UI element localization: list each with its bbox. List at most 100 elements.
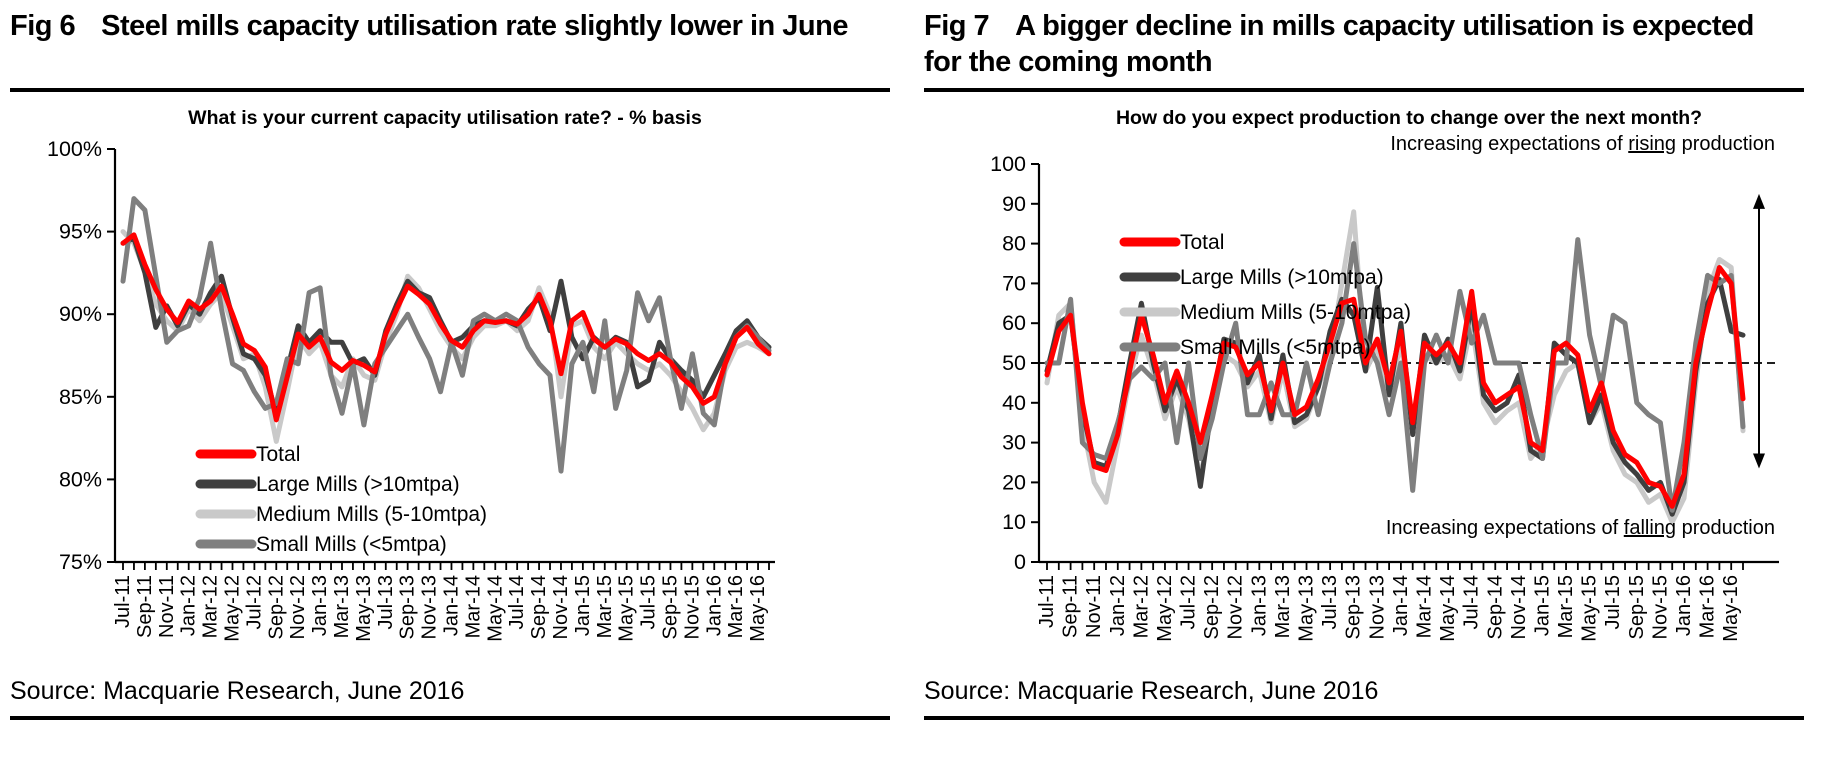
series-lines (1044, 209, 1746, 525)
svg-text:Nov-15: Nov-15 (1649, 575, 1671, 639)
svg-text:Sep-13: Sep-13 (1343, 575, 1365, 640)
svg-text:80%: 80% (59, 467, 102, 491)
figure-6-title-text: Steel mills capacity utilisation rate sl… (101, 10, 848, 42)
svg-text:Jan-16: Jan-16 (1673, 575, 1695, 636)
capacity-utilisation-line-chart: What is your current capacity utilisatio… (47, 107, 775, 642)
svg-text:90%: 90% (59, 302, 102, 326)
svg-text:100: 100 (990, 152, 1026, 176)
svg-text:60: 60 (1002, 311, 1026, 335)
svg-text:Jul-13: Jul-13 (375, 575, 397, 629)
figure-6-panel: Fig 6 Steel mills capacity utilisation ra… (10, 8, 890, 720)
chart-title: What is your current capacity utilisatio… (188, 107, 702, 129)
annotation-falling: Increasing expectations of falling produ… (1386, 517, 1775, 539)
legend-label: Small Mills (<5mtpa) (1180, 336, 1371, 359)
svg-text:Sep-15: Sep-15 (1626, 575, 1648, 640)
series-small-mills-5mtpa (1044, 237, 1746, 513)
svg-text:75%: 75% (59, 550, 102, 574)
figure-6-source-note: Source: Macquarie Research, June 2016 (10, 677, 465, 705)
svg-text:50: 50 (1002, 351, 1026, 375)
svg-text:Sep-12: Sep-12 (265, 575, 287, 640)
series-total (1044, 265, 1746, 509)
svg-text:Nov-15: Nov-15 (681, 575, 703, 639)
svg-text:Jan-12: Jan-12 (178, 575, 200, 636)
chart-title: How do you expect production to change o… (1116, 107, 1702, 129)
legend-label: Total (1180, 231, 1224, 254)
svg-text:Mar-16: Mar-16 (1697, 575, 1719, 638)
figure-6-heading-divider (10, 88, 890, 92)
svg-text:Jan-12: Jan-12 (1107, 575, 1129, 636)
axes (113, 149, 775, 564)
legend-label: Large Mills (>10mtpa) (256, 473, 460, 496)
svg-text:May-14: May-14 (1437, 575, 1459, 642)
report-page: Fig 6 Steel mills capacity utilisation ra… (10, 8, 1804, 720)
svg-text:Nov-13: Nov-13 (1366, 575, 1388, 639)
svg-text:70: 70 (1002, 271, 1026, 295)
svg-text:May-12: May-12 (221, 575, 243, 642)
figure-6-bottom-divider (10, 716, 890, 720)
svg-text:Jan-14: Jan-14 (440, 575, 462, 636)
svg-text:May-12: May-12 (1154, 575, 1176, 642)
svg-text:Nov-11: Nov-11 (156, 575, 178, 638)
svg-text:Jan-15: Jan-15 (572, 575, 594, 636)
series-total (120, 232, 772, 423)
series-medium-mills-5-10mtpa (120, 229, 772, 444)
svg-text:Sep-14: Sep-14 (528, 575, 550, 640)
figure-7-heading-divider (924, 88, 1804, 92)
double-arrow (1753, 193, 1765, 469)
x-axis: Jul-11 Sep-11 Nov-11 Jan-12 Mar-12 May-12 Jul-… (112, 562, 770, 642)
x-axis: Jul-11 Sep-11 Nov-11 Jan-12 Mar-12 May-12 Jul-… (1036, 562, 1744, 642)
svg-text:Mar-16: Mar-16 (725, 575, 747, 638)
svg-text:May-15: May-15 (1579, 575, 1601, 642)
legend-label: Medium Mills (5-10mtpa) (256, 503, 487, 526)
svg-text:Mar-12: Mar-12 (1130, 575, 1152, 638)
svg-text:Jan-14: Jan-14 (1390, 575, 1412, 636)
legend-label: Large Mills (>10mtpa) (1180, 266, 1384, 289)
svg-text:Jan-15: Jan-15 (1531, 575, 1553, 636)
svg-text:Jul-11: Jul-11 (1036, 575, 1058, 628)
svg-text:May-13: May-13 (1296, 575, 1318, 642)
svg-text:Jul-12: Jul-12 (1178, 575, 1200, 629)
figure-7-bottom-divider (924, 716, 1804, 720)
svg-text:Nov-11: Nov-11 (1083, 575, 1105, 638)
y-axis: 0 10 20 30 40 50 60 70 80 90 100 (990, 152, 1039, 574)
svg-text:Sep-15: Sep-15 (659, 575, 681, 640)
legend-label: Small Mills (<5mtpa) (256, 533, 447, 556)
series-small-mills-5mtpa (120, 196, 772, 474)
svg-text:95%: 95% (59, 220, 102, 244)
svg-text:May-13: May-13 (353, 575, 375, 642)
svg-text:85%: 85% (59, 385, 102, 409)
svg-text:Jul-12: Jul-12 (243, 575, 265, 629)
svg-text:Nov-14: Nov-14 (1508, 575, 1530, 639)
svg-text:Nov-14: Nov-14 (550, 575, 572, 639)
svg-text:40: 40 (1002, 391, 1026, 415)
production-expectation-line-chart: How do you expect production to change o… (990, 107, 1779, 642)
series-lines (120, 196, 772, 474)
svg-text:80: 80 (1002, 232, 1026, 256)
svg-text:0: 0 (1014, 550, 1026, 574)
annotation-rising: Increasing expectations of rising produc… (1390, 133, 1775, 155)
svg-text:Nov-13: Nov-13 (419, 575, 441, 639)
svg-text:Jul-11: Jul-11 (112, 575, 134, 628)
svg-text:Jan-13: Jan-13 (1248, 575, 1270, 636)
svg-text:Mar-14: Mar-14 (1413, 575, 1435, 638)
svg-text:Jul-15: Jul-15 (638, 575, 660, 629)
series-large-mills-10mtpa (120, 235, 772, 416)
svg-text:Jul-13: Jul-13 (1319, 575, 1341, 629)
svg-text:Sep-12: Sep-12 (1201, 575, 1223, 640)
svg-text:Mar-15: Mar-15 (594, 575, 616, 638)
svg-text:Sep-11: Sep-11 (134, 575, 156, 638)
figure-6-heading: Fig 6 Steel mills capacity utilisation ra… (10, 8, 855, 82)
figure-6-label: Fig 6 (10, 10, 76, 42)
legend: Total Large Mills (>10mtpa) Medium Mills (… (1119, 231, 1411, 359)
svg-text:May-16: May-16 (1720, 575, 1742, 642)
svg-text:Jul-14: Jul-14 (1461, 575, 1483, 629)
svg-text:Jul-15: Jul-15 (1602, 575, 1624, 629)
svg-text:20: 20 (1002, 470, 1026, 494)
svg-text:Jan-13: Jan-13 (309, 575, 331, 636)
figure-7-source-note: Source: Macquarie Research, June 2016 (924, 677, 1379, 705)
svg-text:May-14: May-14 (484, 575, 506, 642)
svg-text:10: 10 (1002, 510, 1026, 534)
svg-text:90: 90 (1002, 192, 1026, 216)
